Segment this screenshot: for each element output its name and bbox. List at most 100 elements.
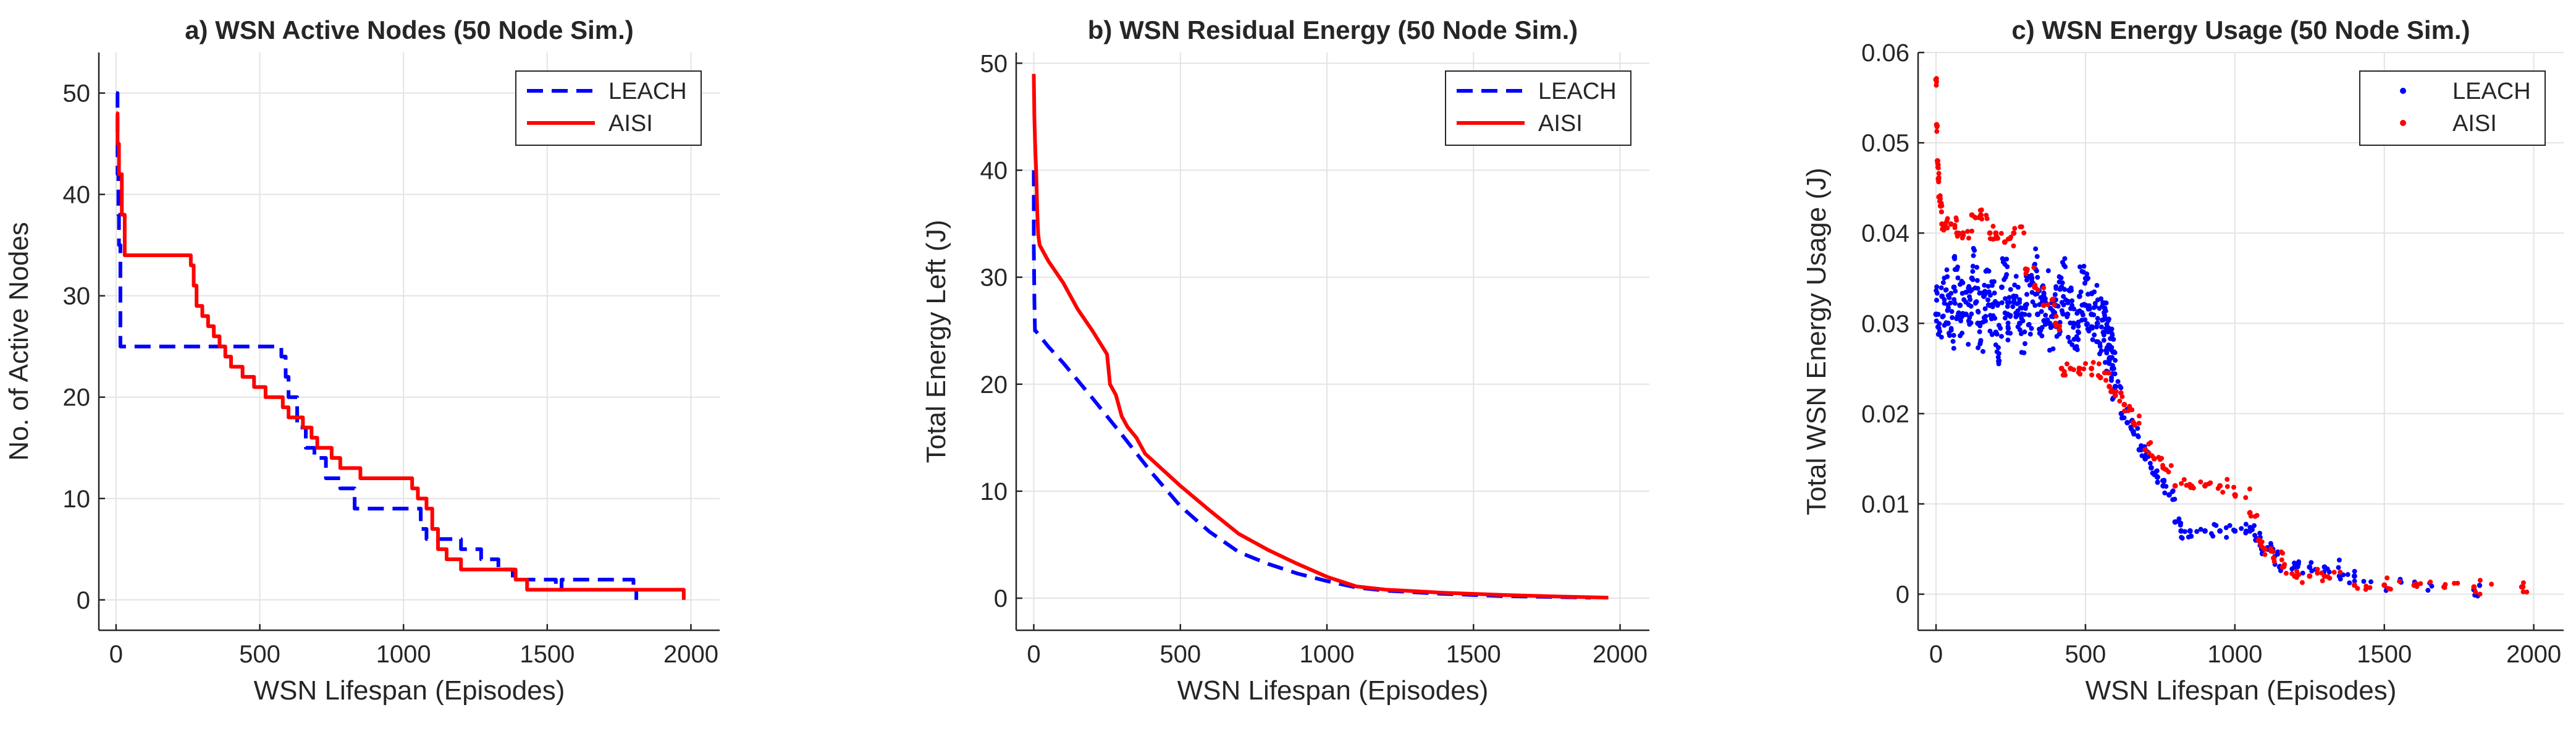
scatter-point	[2224, 535, 2229, 540]
scatter-point	[2101, 337, 2107, 343]
scatter-point	[2071, 367, 2076, 373]
scatter-point	[2131, 431, 2137, 437]
scatter-point	[1948, 326, 1954, 331]
scatter-point	[1987, 230, 1993, 236]
scatter-point	[2325, 566, 2330, 572]
scatter-point	[2232, 528, 2238, 534]
scatter-point	[2003, 274, 2008, 280]
scatter-point	[1998, 230, 2004, 236]
scatter-point	[2168, 463, 2174, 468]
scatter-point	[2085, 326, 2090, 332]
scatter-point	[1950, 315, 1955, 321]
scatter-point	[2129, 407, 2135, 413]
scatter-point	[2019, 316, 2024, 321]
y-tick-label: 30	[63, 283, 91, 310]
scatter-point	[1955, 275, 1961, 281]
scatter-point	[1972, 285, 1978, 291]
scatter-point	[2147, 460, 2153, 466]
scatter-point	[1990, 304, 1995, 310]
scatter-point	[1953, 215, 1959, 221]
scatter-point	[2336, 565, 2341, 570]
scatter-point	[2031, 264, 2037, 270]
scatter-point	[2182, 529, 2187, 535]
scatter-point	[2094, 320, 2100, 326]
scatter-point	[2090, 337, 2095, 342]
scatter-point	[2077, 308, 2082, 314]
scatter-point	[2106, 316, 2111, 322]
y-tick-label: 0	[1896, 581, 1909, 609]
scatter-point	[2076, 293, 2082, 299]
scatter-point	[2112, 392, 2118, 399]
scatter-point	[2252, 533, 2258, 538]
scatter-point	[2067, 339, 2073, 345]
scatter-point	[1935, 164, 1940, 170]
legend-item-leach: LEACH	[2400, 78, 2531, 104]
x-tick-label: 1000	[1300, 641, 1355, 668]
scatter-point	[2027, 331, 2033, 337]
scatter-point	[2043, 313, 2048, 318]
scatter-point	[2451, 580, 2457, 586]
legend-item-aisi: AISI	[527, 111, 653, 137]
legend-label: LEACH	[1538, 78, 1617, 104]
scatter-point	[2074, 321, 2080, 327]
scatter-point	[2520, 584, 2526, 589]
scatter-point	[2139, 443, 2144, 449]
scatter-point	[2002, 315, 2008, 321]
scatter-point	[2107, 327, 2112, 333]
scatter-point	[2115, 379, 2121, 384]
scatter-point	[2198, 479, 2203, 484]
scatter-point	[2163, 484, 2169, 489]
scatter-point	[2181, 477, 2187, 483]
scatter-point	[2280, 551, 2286, 556]
scatter-point	[2155, 475, 2160, 480]
scatter-point	[2056, 331, 2062, 337]
scatter-point	[2384, 575, 2390, 581]
y-tick-label: 30	[980, 264, 1008, 292]
legend: LEACH AISI	[1445, 70, 1631, 146]
scatter-point	[2257, 531, 2263, 536]
scatter-point	[2279, 557, 2284, 563]
scatter-point	[2092, 289, 2097, 295]
scatter-point	[1983, 318, 1989, 324]
scatter-point	[2086, 276, 2091, 281]
scatter-point	[2062, 287, 2068, 292]
scatter-point	[1969, 311, 1974, 317]
scatter-point	[2032, 282, 2038, 288]
scatter-point	[2032, 292, 2038, 297]
scatter-point	[2397, 578, 2402, 584]
x-axis-label: WSN Lifespan (Episodes)	[254, 675, 565, 706]
scatter-point	[2268, 546, 2274, 551]
scatter-point	[1998, 284, 2005, 290]
y-tick-label: 20	[63, 384, 91, 412]
scatter-point	[2477, 578, 2483, 583]
scatter-point	[2146, 450, 2152, 456]
y-tick-label: 0.04	[1861, 220, 1909, 247]
scatter-point	[1958, 318, 1964, 324]
scatter-point	[2102, 370, 2107, 376]
y-tick-label: 0.02	[1861, 400, 1909, 428]
scatter-point	[1942, 297, 1947, 302]
scatter-point	[1934, 284, 1940, 290]
scatter-point	[2005, 320, 2011, 326]
scatter-point	[2117, 399, 2123, 404]
chart-panel-a: 0 500 1000 1500 2000 0 10 20 30 40 50 a) WSN Active…	[4, 15, 720, 706]
scatter-point	[1972, 214, 1977, 220]
scatter-point	[1979, 216, 1985, 222]
scatter-point	[2361, 578, 2367, 584]
scatter-point	[1998, 334, 2004, 339]
scatter-point	[2045, 268, 2051, 274]
scatter-point	[1950, 339, 1956, 344]
scatter-point	[2092, 332, 2097, 338]
scatter-point	[2071, 337, 2077, 342]
scatter-point	[2107, 355, 2113, 360]
scatter-point	[1965, 229, 1971, 234]
scatter-point	[2022, 311, 2027, 317]
scatter-point	[2097, 374, 2103, 381]
scatter-point	[2085, 321, 2090, 327]
scatter-point	[2113, 389, 2119, 394]
scatter-point	[2076, 365, 2082, 371]
scatter-point	[2163, 467, 2169, 473]
scatter-point	[2056, 274, 2062, 279]
x-tick-label: 1000	[2207, 641, 2262, 668]
scatter-point	[2089, 372, 2095, 378]
